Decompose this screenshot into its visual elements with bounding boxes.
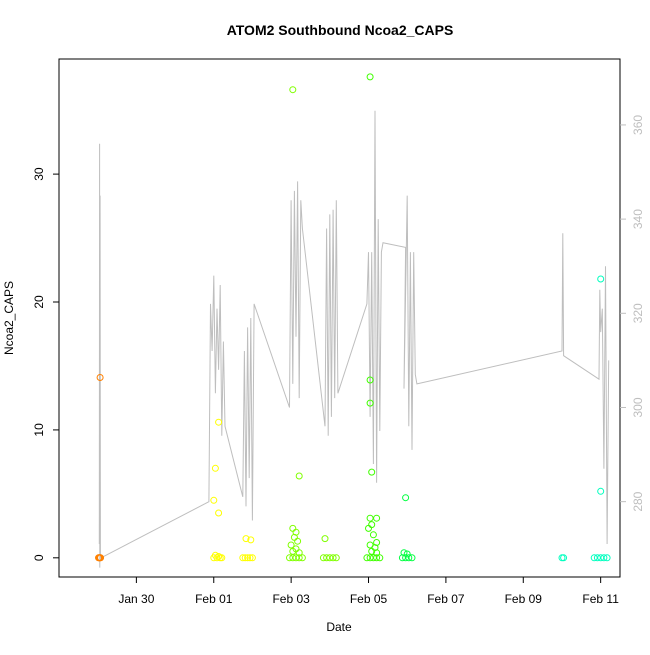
data-point [408,554,416,562]
data-point [373,549,381,557]
data-point [329,554,337,562]
data-point [246,554,254,562]
x-tick-label: Feb 01 [195,592,233,606]
plot-frame [58,58,621,578]
y-tick-label: 10 [32,423,46,437]
data-point [244,554,252,562]
data-point [366,399,374,407]
data-point [368,468,376,476]
x-axis-label: Date [326,620,352,634]
data-point [239,554,247,562]
data-point [242,535,250,543]
x-axis: Jan 30 Feb 01 Feb 03 Feb 05 Feb 07 Feb 09 Feb … [118,577,619,606]
x-tick-label: Feb 09 [505,592,543,606]
right-y-tick-label: 360 [631,115,645,135]
right-y-tick-label: 340 [631,209,645,229]
data-point [213,554,221,562]
y-axis: 0 10 20 30 [32,167,59,561]
data-point [597,275,605,283]
data-point [366,73,374,81]
data-point [215,509,223,517]
chart-title: ATOM2 Southbound Ncoa2_CAPS [227,22,454,38]
y-axis-label: Ncoa2_CAPS [2,281,16,355]
data-point [247,536,255,544]
data-point [241,554,249,562]
data-point [294,537,302,545]
x-tick-label: Jan 30 [118,592,154,606]
data-point [365,524,372,532]
data-point [332,554,340,562]
right-y-tick-label: 320 [631,303,645,323]
data-point [373,554,381,562]
data-point [603,554,611,562]
y-tick-label: 30 [32,167,46,181]
x-tick-label: Feb 07 [427,592,465,606]
data-point [368,547,376,555]
points-layer [95,73,611,562]
data-point [373,514,381,522]
data-point [295,554,303,562]
right-y-tick-label: 300 [631,397,645,417]
data-point [600,554,608,562]
data-point [298,554,306,562]
data-point [597,487,605,495]
data-point [287,541,295,549]
x-tick-label: Feb 05 [350,592,388,606]
data-point [248,554,256,562]
data-point [96,374,104,381]
data-point [402,494,410,502]
data-point [210,496,218,504]
data-point [211,464,219,472]
data-point [321,535,329,543]
line-layer [98,110,610,568]
data-point [218,554,226,562]
data-point [215,418,223,426]
right-y-axis: 280 300 320 340 360 [620,115,645,512]
data-point [289,86,297,94]
y-tick-label: 20 [32,295,46,309]
x-tick-label: Feb 03 [272,592,310,606]
x-tick-label: Feb 11 [582,592,619,606]
data-point [295,472,303,480]
data-point [366,376,374,384]
y-tick-label: 0 [32,554,46,561]
data-point [215,553,223,560]
line-series [98,110,610,568]
right-y-tick-label: 280 [631,491,645,511]
data-point [560,554,568,562]
data-point [376,554,384,562]
data-point [369,531,377,539]
data-point [295,549,303,557]
data-point [97,554,105,562]
data-point [403,550,411,558]
data-point [405,554,413,562]
